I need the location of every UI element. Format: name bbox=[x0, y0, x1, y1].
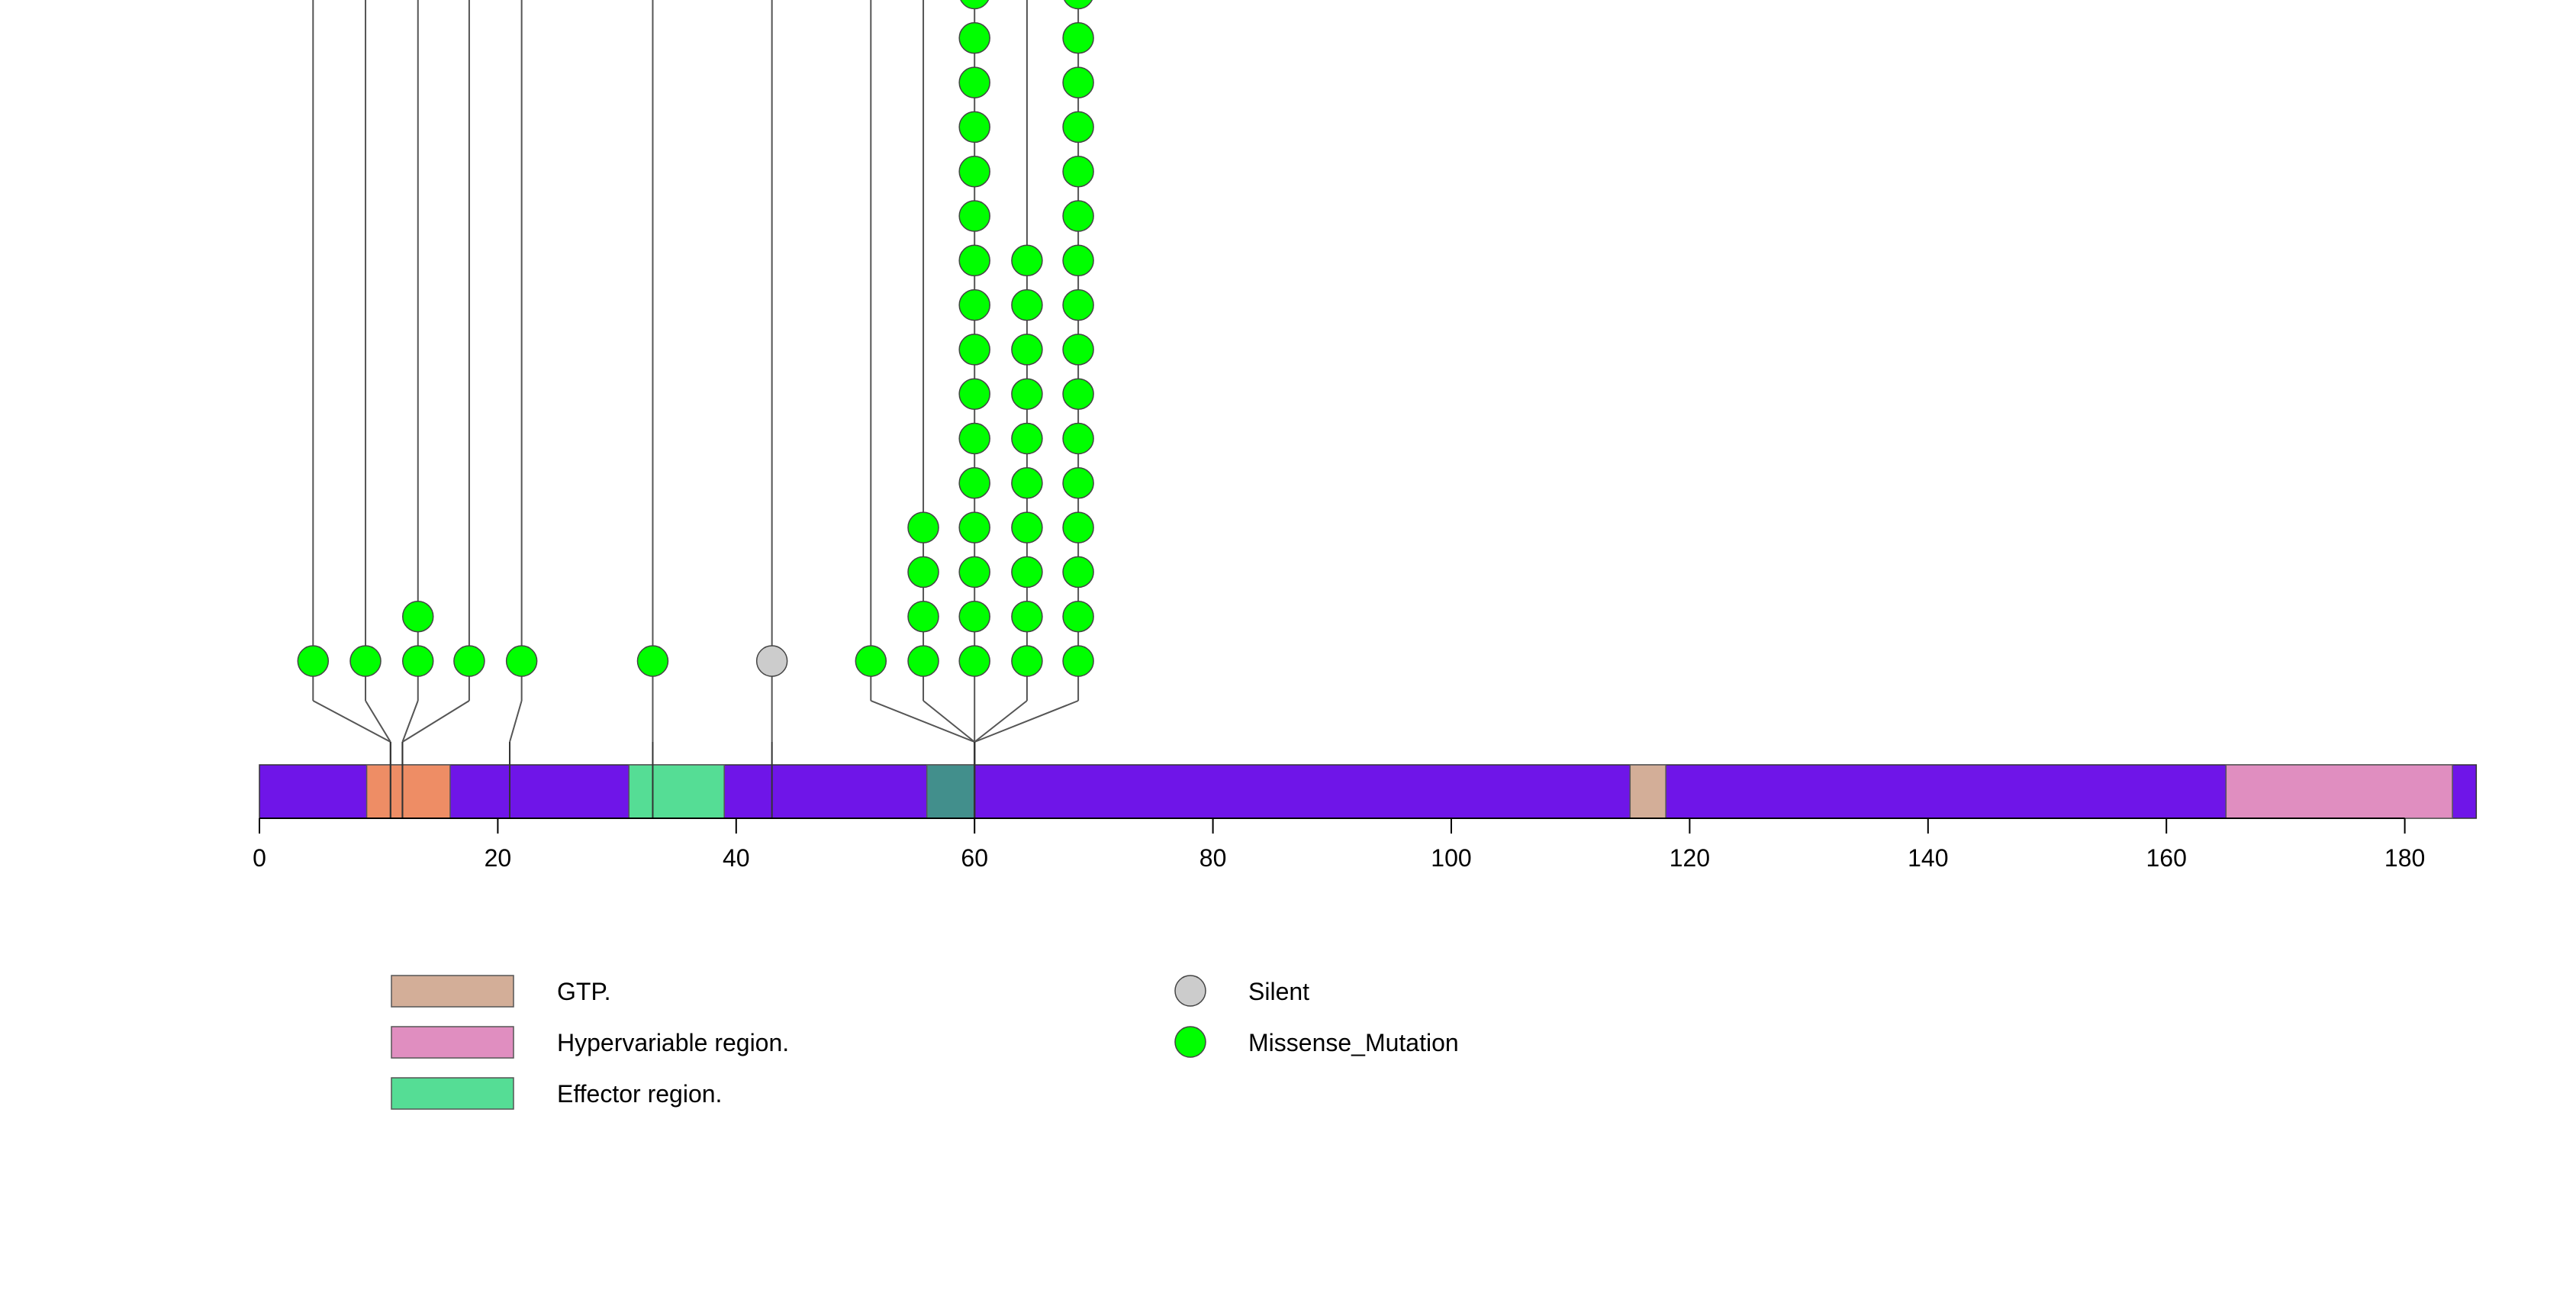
x-tick-label-8: 160 bbox=[2146, 844, 2187, 872]
x-tick-label-1: 20 bbox=[485, 844, 512, 872]
mutation-head-9-14 bbox=[958, 22, 990, 54]
mutation-head-0-0 bbox=[297, 645, 330, 677]
mutation-head-8-2 bbox=[907, 556, 939, 589]
domain-3 bbox=[1629, 764, 1666, 819]
mutation-head-11-8 bbox=[1062, 289, 1094, 321]
mutation-head-9-2 bbox=[958, 556, 990, 589]
mutation-stem-connector-11 bbox=[974, 700, 1079, 743]
mutation-head-10-5 bbox=[1011, 422, 1043, 455]
mutation-head-9-10 bbox=[958, 200, 990, 232]
mutation-head-6-0 bbox=[755, 645, 788, 677]
mutation-head-11-9 bbox=[1062, 244, 1094, 277]
mutation-head-1-0 bbox=[349, 645, 382, 677]
mutation-head-11-12 bbox=[1062, 111, 1094, 144]
domain-4 bbox=[2225, 764, 2453, 819]
mutation-head-10-6 bbox=[1011, 378, 1043, 410]
mutation-stem-connector-8 bbox=[923, 700, 975, 743]
mutation-stem-connector-0 bbox=[312, 700, 391, 743]
mutation-head-5-0 bbox=[636, 645, 669, 677]
legend-mutation-marker-1 bbox=[1174, 1026, 1206, 1058]
mutation-head-10-3 bbox=[1011, 511, 1043, 543]
mutation-head-11-14 bbox=[1062, 22, 1094, 54]
mutation-head-11-11 bbox=[1062, 155, 1094, 188]
mutation-stem-connector-10 bbox=[974, 700, 1028, 743]
legend-domain-swatch-0 bbox=[391, 975, 514, 1008]
mutation-head-11-15 bbox=[1064, 0, 1093, 10]
x-tick-label-2: 40 bbox=[723, 844, 750, 872]
mutation-head-7-0 bbox=[855, 645, 887, 677]
mutation-head-10-4 bbox=[1011, 467, 1043, 499]
legend: GTP. Hypervariable region. Effector region… bbox=[391, 975, 1459, 1110]
mutation-head-10-2 bbox=[1011, 556, 1043, 589]
domain-2 bbox=[926, 764, 975, 819]
x-tick-label-9: 180 bbox=[2384, 844, 2425, 872]
mutation-head-10-9 bbox=[1011, 244, 1043, 277]
legend-domain-label-1: Hypervariable region. bbox=[557, 1029, 789, 1056]
mutation-head-9-5 bbox=[958, 422, 990, 455]
mutation-head-9-6 bbox=[958, 378, 990, 410]
mutation-head-4-0 bbox=[505, 645, 538, 677]
mutation-head-9-9 bbox=[958, 244, 990, 277]
protein-domains bbox=[365, 764, 2453, 819]
mutation-head-2-0 bbox=[401, 645, 434, 677]
x-tick-label-0: 0 bbox=[253, 844, 266, 872]
domain-0 bbox=[365, 764, 451, 819]
mutation-head-9-13 bbox=[958, 66, 990, 98]
x-tick-label-4: 80 bbox=[1199, 844, 1227, 872]
mutation-stem-connector-2 bbox=[401, 700, 419, 743]
mutation-stem-connector-7 bbox=[870, 700, 975, 743]
legend-mutation-marker-0 bbox=[1174, 975, 1206, 1007]
protein-backbone-bar bbox=[259, 764, 2478, 819]
mutation-head-8-1 bbox=[907, 600, 939, 633]
mutation-head-11-13 bbox=[1062, 66, 1094, 98]
stem-lines-inside-backbone bbox=[389, 742, 976, 818]
x-tick-label-7: 140 bbox=[1908, 844, 1948, 872]
x-tick-label-5: 100 bbox=[1431, 844, 1471, 872]
domain-1 bbox=[628, 764, 725, 819]
mutation-head-9-15 bbox=[960, 0, 990, 10]
protein-backbone bbox=[259, 764, 2478, 819]
mutation-head-3-0 bbox=[453, 645, 485, 677]
mutation-head-9-4 bbox=[958, 467, 990, 499]
mutation-head-10-8 bbox=[1011, 289, 1043, 321]
legend-mutation-label-0: Silent bbox=[1248, 978, 1309, 1005]
legend-domain-swatch-2 bbox=[391, 1077, 514, 1110]
x-axis: 0 20 40 60 80 100 120 140 160 180 bbox=[253, 818, 2425, 872]
mutation-head-9-1 bbox=[958, 600, 990, 633]
x-tick-label-3: 60 bbox=[961, 844, 988, 872]
mutation-head-11-3 bbox=[1062, 511, 1094, 543]
mutation-stem-connector-1 bbox=[365, 700, 391, 743]
mutation-head-8-0 bbox=[907, 645, 939, 677]
mutation-head-9-3 bbox=[958, 511, 990, 543]
mutation-stems bbox=[312, 0, 1080, 743]
mutation-head-10-1 bbox=[1011, 600, 1043, 633]
legend-domain-label-0: GTP. bbox=[557, 978, 611, 1005]
legend-domain-label-2: Effector region. bbox=[557, 1080, 722, 1108]
x-tick-label-6: 120 bbox=[1670, 844, 1710, 872]
mutation-head-11-0 bbox=[1062, 645, 1094, 677]
mutation-head-9-8 bbox=[958, 289, 990, 321]
mutation-heads bbox=[297, 0, 1094, 677]
mutation-head-11-7 bbox=[1062, 334, 1094, 366]
mutation-head-9-12 bbox=[958, 111, 990, 144]
mutation-head-2-1 bbox=[401, 600, 434, 633]
mutation-head-10-7 bbox=[1011, 334, 1043, 366]
mutation-head-11-5 bbox=[1062, 422, 1094, 455]
mutation-head-10-0 bbox=[1011, 645, 1043, 677]
mutation-head-11-2 bbox=[1062, 556, 1094, 589]
mutation-head-11-1 bbox=[1062, 600, 1094, 633]
mutation-head-9-7 bbox=[958, 334, 990, 366]
mutation-head-9-0 bbox=[958, 645, 990, 677]
mutation-stem-connector-3 bbox=[401, 700, 470, 743]
legend-mutation-label-1: Missense_Mutation bbox=[1248, 1029, 1459, 1056]
mutation-head-9-11 bbox=[958, 155, 990, 188]
mutation-head-8-3 bbox=[907, 511, 939, 543]
mutation-head-11-10 bbox=[1062, 200, 1094, 232]
legend-domain-swatch-1 bbox=[391, 1026, 514, 1059]
mutation-head-11-6 bbox=[1062, 378, 1094, 410]
mutation-stem-connector-4 bbox=[509, 700, 523, 743]
mutation-head-11-4 bbox=[1062, 467, 1094, 499]
